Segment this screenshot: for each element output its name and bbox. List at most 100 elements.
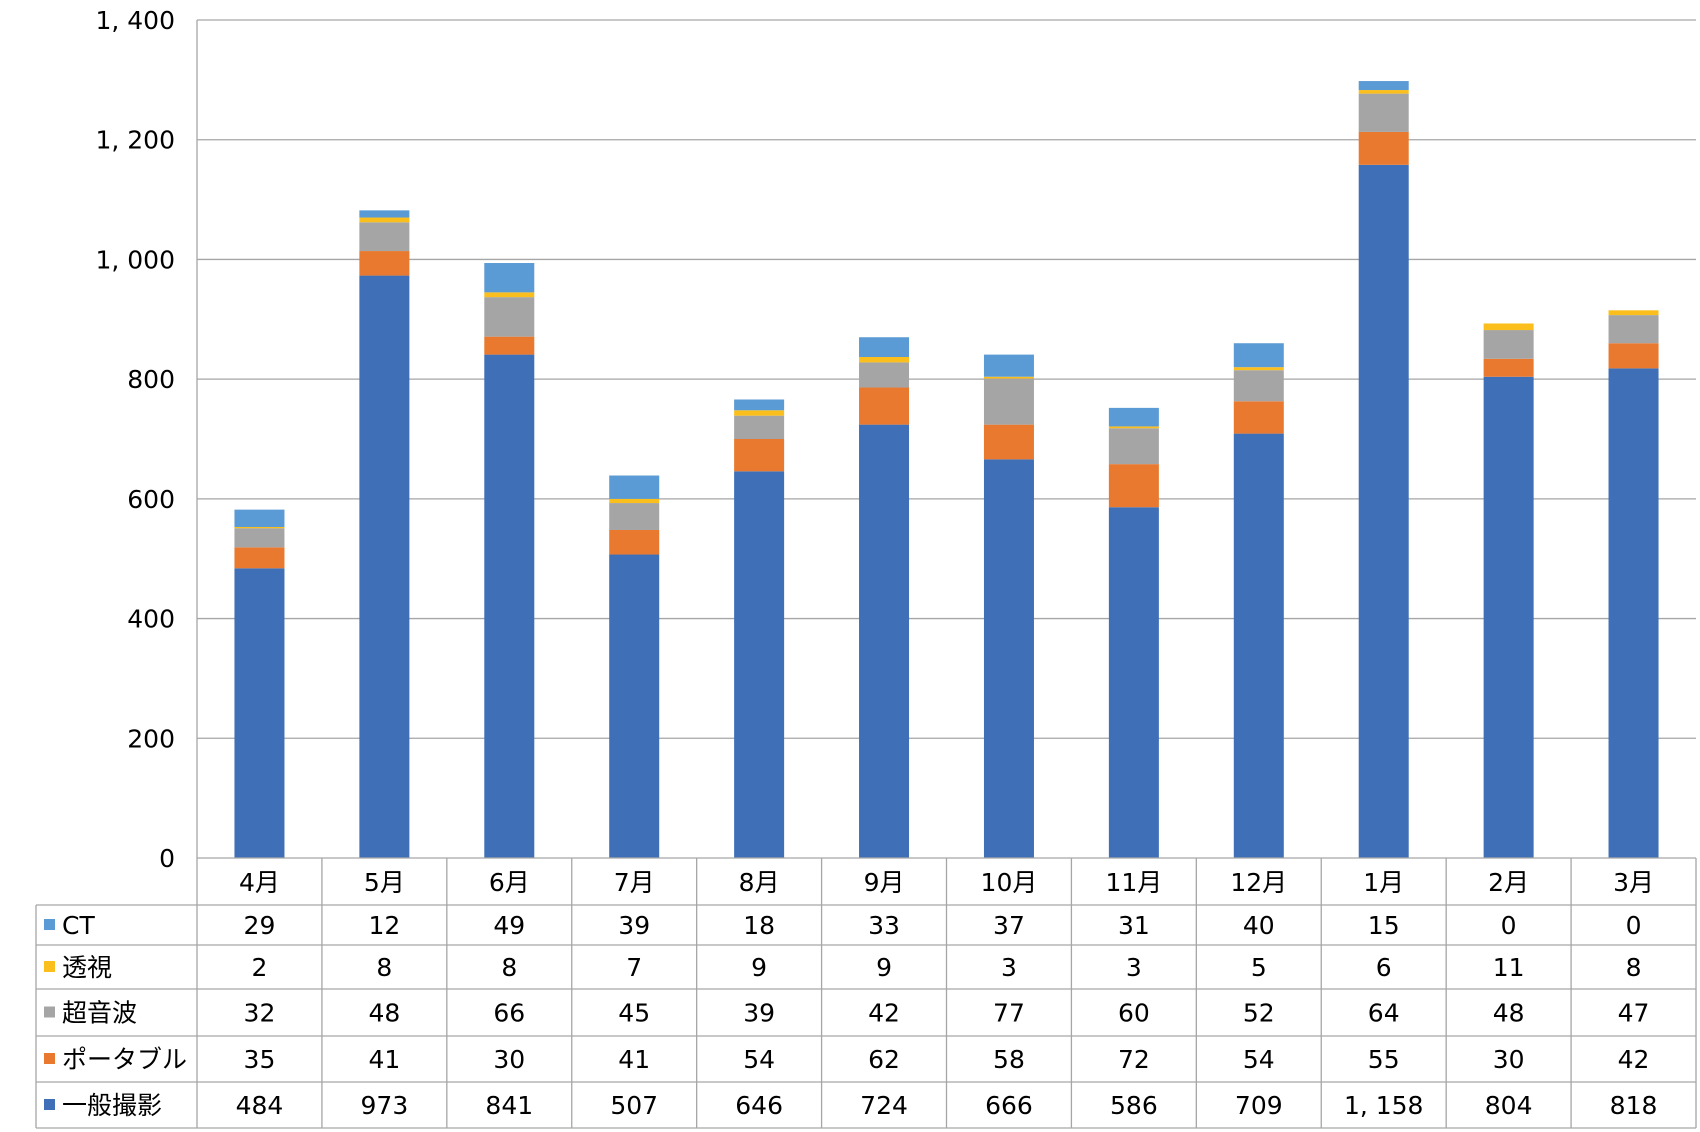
data-table-cell: 41 xyxy=(368,1045,400,1074)
data-table-cell: 54 xyxy=(1243,1045,1275,1074)
data-table-cell: 39 xyxy=(743,999,775,1028)
category-label: 1月 xyxy=(1363,868,1404,897)
legend-label: ポータブル xyxy=(62,1045,187,1074)
data-table-cell: 42 xyxy=(1618,1045,1650,1074)
bar-segment xyxy=(1358,93,1409,132)
data-table-cell: 30 xyxy=(493,1045,525,1074)
data-table-cell: 52 xyxy=(1243,999,1275,1028)
bar-segment xyxy=(859,362,910,388)
data-table-cell: 62 xyxy=(868,1045,900,1074)
bar-segment xyxy=(1358,81,1409,91)
data-table-cell: 45 xyxy=(618,999,650,1028)
bar-segment xyxy=(484,292,535,298)
data-table-cell: 8 xyxy=(1626,953,1642,982)
data-table-cell: 40 xyxy=(1243,911,1275,940)
legend-label: 超音波 xyxy=(62,999,137,1028)
bar-segment xyxy=(1483,358,1534,377)
legend-label: 透視 xyxy=(62,953,112,982)
bar-segment xyxy=(1233,343,1284,368)
data-table-cell: 3 xyxy=(1001,953,1017,982)
bar-segment xyxy=(983,376,1034,379)
bar-segment xyxy=(734,415,785,439)
bar-segment xyxy=(859,424,910,858)
legend-label: CT xyxy=(62,911,95,940)
data-table-cell: 804 xyxy=(1485,1091,1533,1120)
bar-segment xyxy=(1108,407,1159,427)
bar-segment xyxy=(234,568,285,858)
category-label: 7月 xyxy=(614,868,655,897)
data-table-cell: 77 xyxy=(993,999,1025,1028)
data-table-cell: 60 xyxy=(1118,999,1150,1028)
data-table-cell: 8 xyxy=(501,953,517,982)
data-table-cell: 48 xyxy=(368,999,400,1028)
data-table-cell: 72 xyxy=(1118,1045,1150,1074)
bar-segment xyxy=(609,554,660,858)
bar-segment xyxy=(359,275,410,859)
bar-segment xyxy=(1483,330,1534,359)
bar-segment xyxy=(1608,315,1659,344)
data-table-cell: 39 xyxy=(618,911,650,940)
bar-segment xyxy=(234,547,285,569)
bar-segment xyxy=(734,439,785,472)
bar-segment xyxy=(859,387,910,425)
data-table-cell: 32 xyxy=(244,999,276,1028)
y-tick-label: 1, 000 xyxy=(95,245,175,274)
category-label: 6月 xyxy=(489,868,530,897)
legend-label: 一般撮影 xyxy=(62,1091,162,1120)
data-table-cell: 41 xyxy=(618,1045,650,1074)
bar-segment xyxy=(1108,464,1159,508)
category-label: 10月 xyxy=(981,868,1038,897)
data-table-cell: 15 xyxy=(1368,911,1400,940)
bar-segment xyxy=(1608,368,1659,858)
data-table-cell: 709 xyxy=(1235,1091,1283,1120)
bar-segment xyxy=(1233,367,1284,371)
bar-segment xyxy=(609,529,660,555)
data-table-cell: 5 xyxy=(1251,953,1267,982)
bar-segment xyxy=(1233,401,1284,434)
bar-segment xyxy=(609,475,660,499)
data-table-cell: 818 xyxy=(1610,1091,1658,1120)
bar-segment xyxy=(609,498,660,504)
legend-key xyxy=(44,1053,55,1064)
data-table-cell: 7 xyxy=(626,953,642,982)
bar-segment xyxy=(234,509,285,527)
legend-key xyxy=(44,1006,55,1018)
data-table-cell: 1, 158 xyxy=(1344,1091,1424,1120)
bar-segment xyxy=(1358,131,1409,165)
bar-segment xyxy=(359,217,410,223)
y-tick-label: 0 xyxy=(159,844,175,873)
data-table-cell: 6 xyxy=(1376,953,1392,982)
bar-segment xyxy=(359,210,410,218)
bar-segment xyxy=(859,337,910,357)
data-table-cell: 9 xyxy=(751,953,767,982)
data-table-cell: 973 xyxy=(361,1091,409,1120)
bar-segment xyxy=(359,222,410,252)
bar-segment xyxy=(983,424,1034,460)
legend-key xyxy=(44,919,55,930)
bar-segment xyxy=(1483,323,1534,331)
bar-segment xyxy=(234,526,285,529)
data-table-cell: 29 xyxy=(244,911,276,940)
data-table-cell: 9 xyxy=(876,953,892,982)
bar-segment xyxy=(983,354,1034,377)
category-label: 9月 xyxy=(864,868,905,897)
data-table-cell: 646 xyxy=(735,1091,783,1120)
bar-segment xyxy=(359,251,410,276)
y-tick-label: 800 xyxy=(127,365,175,394)
bar-segment xyxy=(609,503,660,530)
data-table-cell: 11 xyxy=(1493,953,1525,982)
data-table-cell: 2 xyxy=(252,953,268,982)
bar-segment xyxy=(484,354,535,858)
bar-segment xyxy=(1483,376,1534,858)
data-table-cell: 35 xyxy=(244,1045,276,1074)
data-table-cell: 58 xyxy=(993,1045,1025,1074)
bar-segment xyxy=(983,378,1034,425)
data-table-cell: 48 xyxy=(1493,999,1525,1028)
data-table-cell: 47 xyxy=(1618,999,1650,1028)
data-table-cell: 31 xyxy=(1118,911,1150,940)
y-tick-label: 600 xyxy=(127,485,175,514)
data-table-cell: 3 xyxy=(1126,953,1142,982)
data-table-cell: 0 xyxy=(1501,911,1517,940)
data-table-cell: 42 xyxy=(868,999,900,1028)
data-table-cell: 30 xyxy=(1493,1045,1525,1074)
